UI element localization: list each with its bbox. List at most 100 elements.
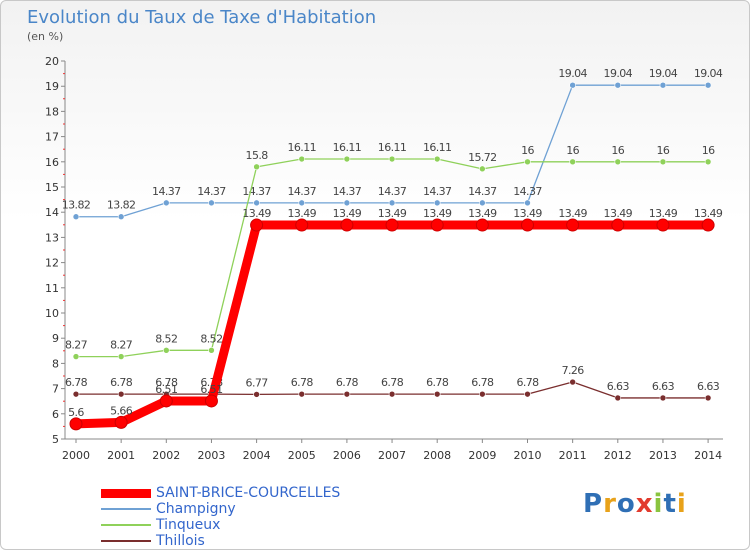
data-point	[566, 218, 580, 232]
data-label: 6.51	[155, 383, 177, 396]
data-point	[479, 390, 486, 398]
data-point	[250, 218, 264, 232]
data-point	[704, 394, 712, 402]
data-point	[163, 346, 170, 354]
data-point	[659, 81, 667, 89]
data-point	[475, 218, 489, 232]
data-label: 6.78	[336, 376, 359, 389]
proxiti-logo: Proxiti	[583, 489, 687, 519]
data-point	[524, 199, 531, 207]
data-label: 14.37	[152, 185, 181, 198]
data-point	[159, 394, 173, 408]
data-point	[72, 353, 80, 360]
data-point	[385, 218, 399, 232]
data-point	[569, 81, 576, 89]
data-point	[117, 353, 125, 360]
data-label: 13.82	[62, 199, 91, 212]
y-tick-label: 5	[52, 433, 59, 446]
y-tick-label: 16	[45, 156, 59, 169]
data-label: 16	[657, 144, 670, 157]
y-tick-label: 18	[45, 105, 59, 118]
data-label: 6.77	[246, 376, 269, 389]
y-tick-label: 20	[45, 55, 59, 68]
legend-swatch	[101, 508, 151, 510]
data-label: 13.49	[558, 207, 587, 220]
data-point	[479, 199, 486, 207]
data-point	[295, 218, 309, 232]
data-label: 13.49	[649, 207, 678, 220]
data-label: 16	[521, 144, 534, 157]
data-label: 19.04	[604, 67, 633, 80]
data-label: 13.49	[423, 207, 452, 220]
data-label: 6.63	[697, 380, 720, 393]
data-point	[343, 199, 351, 207]
x-tick-label: 2006	[333, 449, 361, 462]
data-point	[433, 199, 441, 207]
data-label: 6.78	[471, 376, 494, 389]
data-point	[479, 165, 486, 173]
data-label: 14.37	[423, 185, 452, 198]
data-label: 5.66	[110, 404, 133, 417]
y-tick-label: 13	[45, 231, 59, 244]
data-label: 16	[566, 144, 579, 157]
y-tick-label: 10	[45, 307, 59, 320]
data-point	[659, 394, 667, 402]
data-label: 13.82	[107, 199, 136, 212]
data-label: 16.11	[378, 141, 407, 154]
data-label: 16.11	[333, 141, 362, 154]
data-label: 14.37	[333, 185, 362, 198]
y-tick-label: 14	[45, 206, 59, 219]
data-label: 19.04	[649, 67, 678, 80]
data-point	[72, 390, 80, 398]
data-label: 13.49	[694, 207, 723, 220]
data-label: 6.78	[426, 376, 449, 389]
x-tick-label: 2001	[107, 449, 135, 462]
y-tick-label: 19	[45, 80, 59, 93]
data-point	[388, 155, 396, 163]
data-point	[704, 81, 712, 89]
y-tick-label: 11	[45, 282, 59, 295]
data-label: 15.8	[246, 149, 269, 162]
y-tick-label: 17	[45, 131, 59, 144]
data-point	[253, 199, 260, 207]
y-tick-label: 15	[45, 181, 59, 194]
data-point	[69, 417, 83, 431]
data-label: 14.37	[288, 185, 317, 198]
x-tick-label: 2007	[378, 449, 406, 462]
x-tick-label: 2002	[152, 449, 180, 462]
data-point	[614, 394, 622, 402]
legend-label: SAINT-BRICE-COURCELLES	[156, 485, 341, 501]
data-point	[614, 81, 622, 89]
data-label: 8.52	[200, 332, 222, 345]
data-label: 8.27	[65, 339, 88, 352]
y-tick-label: 12	[45, 257, 59, 270]
data-point	[569, 158, 576, 166]
data-point	[208, 346, 215, 354]
data-point	[430, 218, 444, 232]
data-point	[701, 218, 715, 232]
data-point	[433, 390, 441, 398]
data-point	[117, 213, 125, 221]
data-point	[298, 199, 306, 207]
data-label: 8.27	[110, 339, 133, 352]
x-tick-label: 2010	[514, 449, 542, 462]
data-label: 19.04	[558, 67, 587, 80]
data-point	[208, 199, 215, 207]
data-label: 13.49	[604, 207, 633, 220]
data-label: 5.6	[68, 406, 84, 419]
data-label: 16.11	[423, 141, 452, 154]
data-label: 6.78	[291, 376, 314, 389]
legend-swatch	[101, 524, 151, 526]
legend-label: Champigny	[156, 501, 236, 517]
data-point	[388, 390, 396, 398]
data-point	[72, 213, 80, 221]
chart-title: Evolution du Taux de Taxe d'Habitation	[27, 7, 377, 28]
legend-swatch	[101, 540, 151, 542]
x-tick-label: 2004	[243, 449, 271, 462]
data-point	[343, 155, 351, 163]
data-label: 6.78	[65, 376, 88, 389]
data-point	[433, 155, 441, 163]
x-tick-label: 2013	[649, 449, 677, 462]
y-tick-label: 9	[52, 332, 59, 345]
